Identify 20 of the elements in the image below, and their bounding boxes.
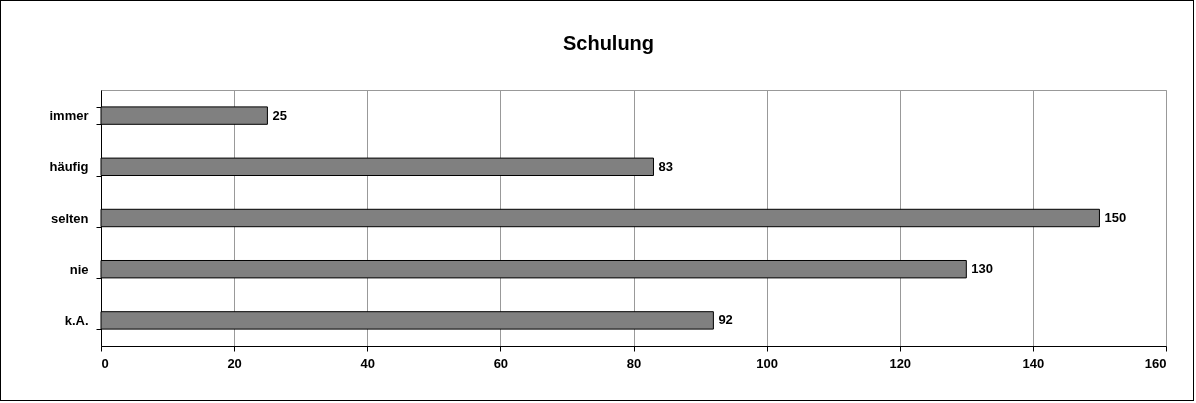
y-tick-label: k.A. (64, 312, 89, 328)
data-label: 92 (718, 312, 733, 328)
chart-title: Schulung (562, 32, 655, 54)
y-tick-label: häufig (49, 159, 89, 175)
x-tick-label: 120 (889, 355, 912, 371)
x-tick-label: 100 (756, 355, 778, 371)
x-tick-label: 20 (227, 355, 242, 371)
x-tick-label: 160 (1144, 355, 1167, 371)
x-tick-label: 140 (1022, 355, 1045, 371)
y-tick-label: selten (50, 210, 89, 226)
data-label: 130 (971, 261, 994, 277)
x-tick-label: 60 (493, 355, 509, 371)
data-label: 83 (658, 158, 673, 174)
x-tick-label: 80 (626, 355, 642, 371)
data-label: 25 (272, 107, 287, 123)
y-tick-label: nie (69, 261, 89, 277)
y-tick-label: immer (49, 108, 89, 124)
x-tick-label: 40 (360, 355, 375, 371)
x-tick-label: 0 (101, 355, 109, 371)
data-label: 150 (1104, 210, 1127, 225)
